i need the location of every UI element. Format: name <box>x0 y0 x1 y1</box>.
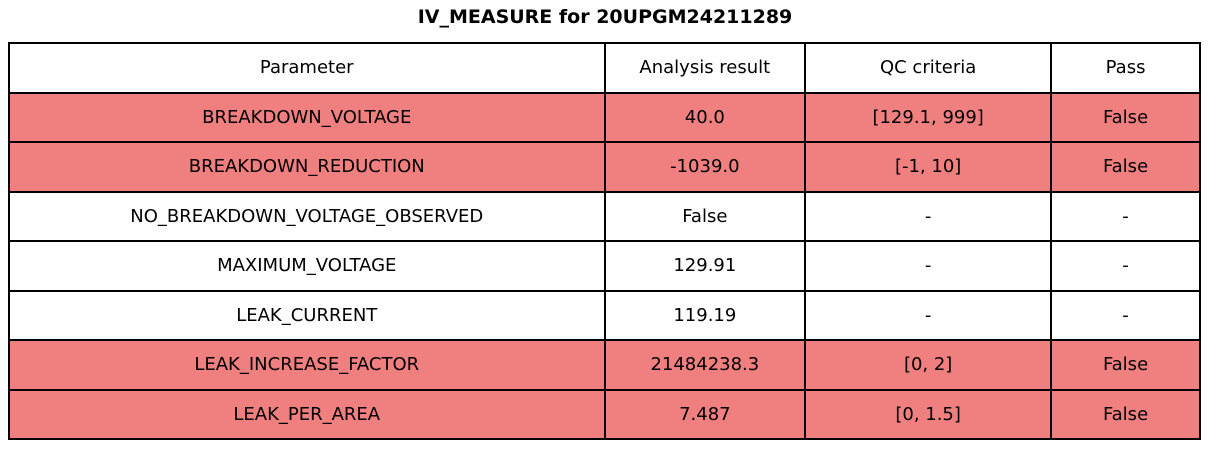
cell-qc-criteria: - <box>805 191 1052 241</box>
cell-qc-criteria: [129.1, 999] <box>805 92 1052 142</box>
cell-parameter: BREAKDOWN_REDUCTION <box>9 142 605 192</box>
cell-qc-criteria: [0, 1.5] <box>805 389 1052 439</box>
page-title: IV_MEASURE for 20UPGM24211289 <box>417 6 793 28</box>
table-row: LEAK_PER_AREA 7.487 [0, 1.5] False <box>9 389 1200 439</box>
table-row: MAXIMUM_VOLTAGE 129.91- - <box>9 241 1200 291</box>
cell-analysis-result: 21484238.3 <box>604 340 806 390</box>
cell-pass: False <box>1051 389 1200 439</box>
table-row: BREAKDOWN_VOLTAGE 40.0 [129.1, 999] False <box>9 92 1200 142</box>
column-header-pass: Pass <box>1051 43 1200 93</box>
cell-parameter: LEAK_INCREASE_FACTOR <box>9 340 605 390</box>
cell-parameter: NO_BREAKDOWN_VOLTAGE_OBSERVED <box>9 191 605 241</box>
column-header-parameter: Parameter <box>9 43 605 93</box>
cell-qc-criteria: - <box>805 290 1052 340</box>
table-header-row: Parameter Analysis result QC criteria Pa… <box>9 43 1200 93</box>
cell-pass: - <box>1051 241 1200 291</box>
qc-table: Parameter Analysis result QC criteria Pa… <box>8 42 1201 440</box>
cell-qc-criteria: [-1, 10] <box>805 142 1052 192</box>
column-header-analysis-result: Analysis result <box>604 43 806 93</box>
cell-pass: - <box>1051 191 1200 241</box>
cell-analysis-result: 129.91 <box>604 241 806 291</box>
cell-pass: - <box>1051 290 1200 340</box>
cell-qc-criteria: [0, 2] <box>805 340 1052 390</box>
cell-parameter: BREAKDOWN_VOLTAGE <box>9 92 605 142</box>
column-header-qc-criteria: QC criteria <box>805 43 1052 93</box>
table-row: LEAK_CURRENT 119.19- - <box>9 290 1200 340</box>
qc-table-body: BREAKDOWN_VOLTAGE 40.0 [129.1, 999] False BR… <box>9 92 1200 439</box>
cell-pass: False <box>1051 142 1200 192</box>
table-row: LEAK_INCREASE_FACTOR 21484238.3 [0, 2] Fals… <box>9 340 1200 390</box>
cell-pass: False <box>1051 92 1200 142</box>
cell-analysis-result: 119.19 <box>604 290 806 340</box>
cell-analysis-result: False <box>604 191 806 241</box>
cell-qc-criteria: - <box>805 241 1052 291</box>
cell-parameter: LEAK_PER_AREA <box>9 389 605 439</box>
cell-parameter: LEAK_CURRENT <box>9 290 605 340</box>
table-row: BREAKDOWN_REDUCTION -1039.0 [-1, 10] False <box>9 142 1200 192</box>
cell-analysis-result: -1039.0 <box>604 142 806 192</box>
table-row: NO_BREAKDOWN_VOLTAGE_OBSERVED False - - <box>9 191 1200 241</box>
cell-parameter: MAXIMUM_VOLTAGE <box>9 241 605 291</box>
cell-analysis-result: 40.0 <box>604 92 806 142</box>
cell-pass: False <box>1051 340 1200 390</box>
cell-analysis-result: 7.487 <box>604 389 806 439</box>
